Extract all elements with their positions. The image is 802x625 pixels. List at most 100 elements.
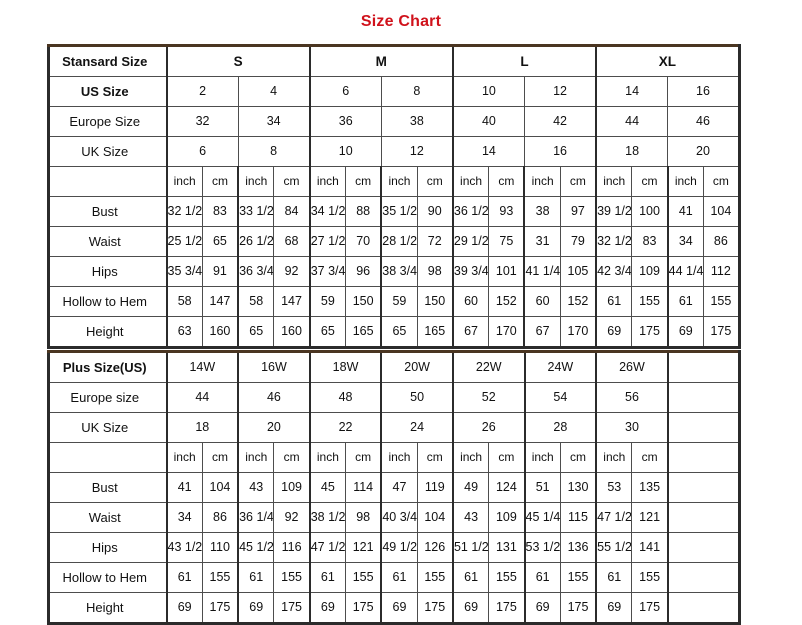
row-height: Height 63 160 65 160 65 165 65 165 67 170 67 170 69 17… [48, 316, 740, 348]
hollow-to-hem-value: 60 [523, 286, 561, 317]
hollow-to-hem-value: 150 [345, 286, 382, 317]
height-value: 175 [702, 316, 740, 348]
hollow-to-hem-value: 61 [523, 562, 561, 593]
waist-value: 34 [165, 502, 203, 533]
bust-value: 114 [345, 472, 382, 503]
row-label-units [48, 442, 167, 473]
row-uk-size: UK Size 6 8 10 12 14 16 18 20 [48, 136, 740, 167]
waist-value: 70 [345, 226, 382, 257]
height-value: 69 [237, 592, 275, 624]
hips-value: 47 1/2 [308, 532, 347, 563]
uk-size-value: 6 [165, 136, 239, 167]
hips-value: 41 1/4 [523, 256, 561, 287]
height-value: 65 [308, 316, 346, 348]
hips-value: 42 3/4 [595, 256, 633, 287]
row-label-hips: Hips [48, 532, 167, 563]
unit-label-cm: cm [559, 166, 597, 197]
unit-label-inch: inch [595, 442, 633, 473]
hips-value: 126 [416, 532, 454, 563]
height-value: 160 [201, 316, 239, 348]
hollow-to-hem-value: 61 [308, 562, 347, 593]
bust-value: 41 [666, 196, 704, 227]
bust-value: 93 [488, 196, 525, 227]
empty-cell [666, 351, 741, 383]
bust-value: 35 1/2 [380, 196, 418, 227]
height-value: 67 [523, 316, 561, 348]
europe-size-value: 32 [165, 106, 239, 137]
hollow-to-hem-value: 59 [380, 286, 418, 317]
waist-value: 86 [702, 226, 740, 257]
row-label-height: Height [48, 592, 167, 624]
hips-value: 39 3/4 [451, 256, 490, 287]
waist-value: 32 1/2 [595, 226, 633, 257]
unit-label-cm: cm [631, 166, 669, 197]
bust-value: 51 [523, 472, 561, 503]
standard-table-body: Stansard Size S M L XL US Size 2 4 6 8 10 12 14 16 Eur… [48, 45, 740, 348]
bust-value: 135 [631, 472, 669, 503]
row-label-hollow-to-hem: Hollow to Hem [48, 286, 167, 317]
unit-label-inch: inch [165, 442, 203, 473]
row-label-waist: Waist [48, 226, 167, 257]
row-waist: Waist 34 86 36 1/4 92 38 1/2 98 40 3/4 104 43 109 4… [48, 502, 741, 533]
waist-value: 36 1/4 [237, 502, 275, 533]
size-group-S: S [165, 45, 311, 77]
plus-size-table: Plus Size(US) 14W 16W 18W 20W 22W 24W 26W Europe… [47, 350, 742, 625]
bust-value: 32 1/2 [165, 196, 203, 227]
waist-value: 25 1/2 [165, 226, 203, 257]
waist-value: 28 1/2 [380, 226, 418, 257]
europe-size-value: 52 [451, 382, 526, 413]
hips-value: 98 [416, 256, 454, 287]
europe-size-value: 44 [595, 106, 669, 137]
uk-size-value: 10 [308, 136, 382, 167]
plus-size-value: 24W [523, 351, 597, 383]
hollow-to-hem-value: 61 [237, 562, 275, 593]
empty-cell [666, 442, 741, 473]
hips-value: 131 [488, 532, 526, 563]
plus-table-body: Plus Size(US) 14W 16W 18W 20W 22W 24W 26W Europe… [48, 351, 741, 624]
height-value: 63 [165, 316, 203, 348]
uk-size-value: 8 [237, 136, 311, 167]
row-label-bust: Bust [48, 196, 167, 227]
unit-label-inch: inch [666, 166, 704, 197]
waist-value: 45 1/4 [523, 502, 561, 533]
bust-value: 104 [201, 472, 239, 503]
uk-size-value: 20 [237, 412, 311, 443]
europe-size-value: 38 [380, 106, 454, 137]
hollow-to-hem-value: 147 [201, 286, 239, 317]
hips-value: 49 1/2 [380, 532, 418, 563]
uk-size-value: 20 [667, 136, 740, 167]
plus-size-value: 16W [237, 351, 311, 383]
europe-size-value: 46 [667, 106, 740, 137]
bust-value: 41 [165, 472, 203, 503]
us-size-value: 4 [237, 76, 311, 107]
waist-value: 27 1/2 [308, 226, 346, 257]
height-value: 69 [380, 592, 418, 624]
hips-value: 51 1/2 [451, 532, 490, 563]
row-label-europe-size: Europe size [48, 382, 167, 413]
unit-label-inch: inch [523, 166, 561, 197]
hollow-to-hem-value: 150 [416, 286, 454, 317]
europe-size-value: 54 [523, 382, 597, 413]
row-label-bust: Bust [48, 472, 167, 503]
europe-size-value: 40 [451, 106, 525, 137]
empty-cell [666, 412, 741, 443]
us-size-value: 10 [451, 76, 525, 107]
height-value: 175 [631, 592, 669, 624]
unit-label-inch: inch [165, 166, 203, 197]
row-waist: Waist 25 1/2 65 26 1/2 68 27 1/2 70 28 1/2 72 29 … [48, 226, 740, 257]
uk-size-value: 12 [380, 136, 454, 167]
row-label-units [48, 166, 167, 197]
bust-value: 33 1/2 [237, 196, 275, 227]
plus-size-value: 26W [595, 351, 669, 383]
europe-size-value: 56 [595, 382, 669, 413]
empty-cell [666, 382, 741, 413]
bust-value: 47 [380, 472, 418, 503]
bust-value: 109 [273, 472, 311, 503]
uk-size-value: 26 [451, 412, 526, 443]
us-size-value: 8 [380, 76, 454, 107]
unit-label-cm: cm [416, 442, 454, 473]
unit-label-cm: cm [559, 442, 597, 473]
row-label-us-size: US Size [48, 76, 167, 107]
hips-value: 101 [488, 256, 525, 287]
bust-value: 130 [559, 472, 597, 503]
